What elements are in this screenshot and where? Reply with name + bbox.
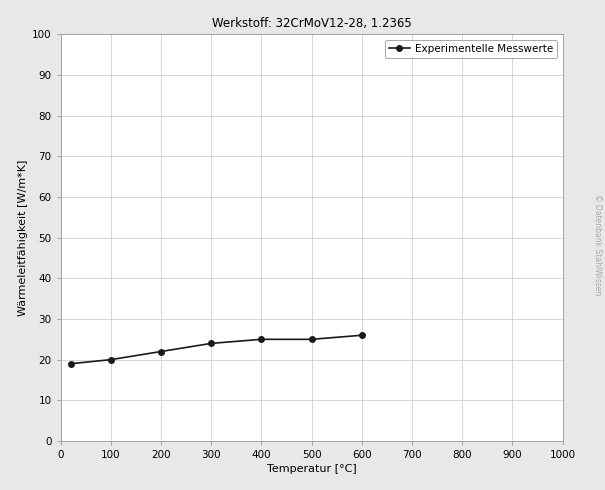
Experimentelle Messwerte <box>67 361 74 367</box>
Experimentelle Messwerte <box>208 341 215 346</box>
Text: © Datenbank StahlWissen: © Datenbank StahlWissen <box>593 195 602 295</box>
X-axis label: Temperatur [°C]: Temperatur [°C] <box>267 464 356 474</box>
Title: Werkstoff: 32CrMoV12-28, 1.2365: Werkstoff: 32CrMoV12-28, 1.2365 <box>212 17 411 30</box>
Experimentelle Messwerte <box>258 336 265 342</box>
Line: Experimentelle Messwerte: Experimentelle Messwerte <box>68 333 365 367</box>
Experimentelle Messwerte <box>157 348 165 354</box>
Experimentelle Messwerte <box>107 357 114 363</box>
Experimentelle Messwerte <box>358 332 365 338</box>
Legend: Experimentelle Messwerte: Experimentelle Messwerte <box>385 40 557 58</box>
Experimentelle Messwerte <box>308 336 315 342</box>
Y-axis label: Wärmeleitfähigkeit [W/m*K]: Wärmeleitfähigkeit [W/m*K] <box>18 159 28 316</box>
